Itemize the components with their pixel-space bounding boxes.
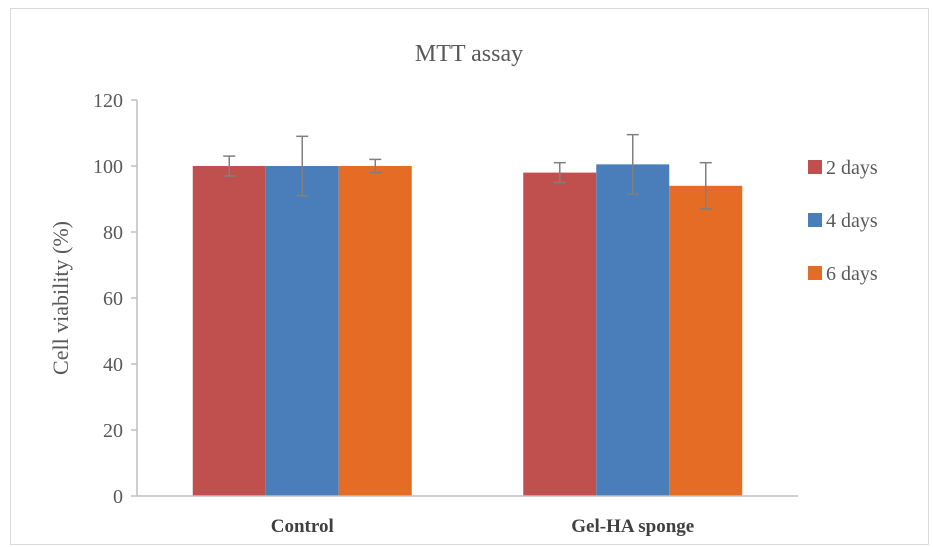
legend: 2 days 4 days 6 days bbox=[808, 157, 878, 285]
bar-4-days-1 bbox=[596, 164, 670, 496]
y-tick-labels: 0 20 40 60 80 100 120 bbox=[93, 90, 137, 508]
legend-swatch bbox=[808, 213, 822, 227]
y-tick-label: 60 bbox=[103, 288, 123, 310]
chart-title: MTT assay bbox=[415, 41, 523, 67]
legend-label: 6 days bbox=[826, 263, 878, 285]
bar-6-days-0 bbox=[338, 166, 412, 496]
y-tick-label: 120 bbox=[93, 90, 123, 112]
y-tick-label: 20 bbox=[103, 420, 123, 442]
chart-frame bbox=[10, 8, 929, 545]
y-tick-label: 80 bbox=[103, 222, 123, 244]
y-tick-label: 0 bbox=[113, 486, 123, 508]
category-label: Gel-HA sponge bbox=[571, 516, 694, 537]
bar-2-days-1 bbox=[523, 172, 597, 496]
y-tick-label: 40 bbox=[103, 354, 123, 376]
category-label: Control bbox=[271, 516, 334, 537]
bars bbox=[192, 164, 743, 497]
y-axis-label: Cell viability (%) bbox=[48, 221, 73, 375]
error-bars bbox=[223, 133, 712, 210]
category-labels: Control Gel-HA sponge bbox=[271, 516, 694, 537]
legend-swatch bbox=[808, 266, 822, 280]
bar-4-days-0 bbox=[265, 166, 339, 496]
y-tick-label: 100 bbox=[93, 156, 123, 178]
bar-2-days-0 bbox=[192, 166, 266, 496]
legend-label: 4 days bbox=[826, 210, 878, 232]
legend-swatch bbox=[808, 160, 822, 174]
legend-label: 2 days bbox=[826, 157, 878, 179]
bar-6-days-1 bbox=[669, 185, 743, 497]
